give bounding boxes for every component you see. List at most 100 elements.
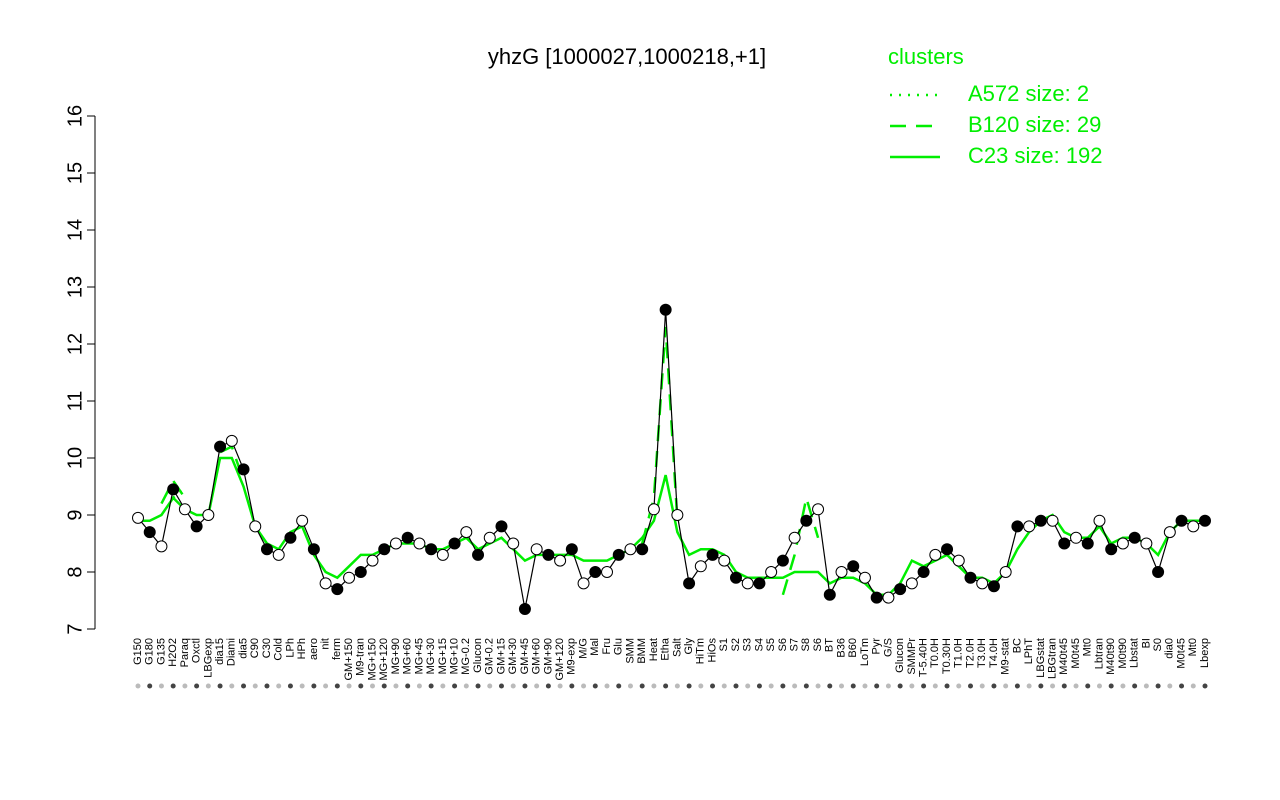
x-tick-label: Glucon (894, 638, 906, 673)
x-tick-label: LPhT (1023, 638, 1035, 665)
data-point (706, 548, 719, 561)
y-tick-label: 15 (64, 162, 86, 184)
category-dot (393, 683, 399, 689)
category-dot (792, 683, 798, 689)
category-dot (1120, 683, 1126, 689)
x-tick-label: Etha (660, 637, 672, 661)
data-point (260, 543, 273, 556)
category-dot (874, 683, 880, 689)
category-dot (686, 683, 692, 689)
category-dot (651, 683, 657, 689)
data-point (987, 580, 1000, 593)
data-point (518, 603, 531, 616)
category-dot (932, 683, 938, 689)
data-point (343, 571, 356, 584)
data-point (155, 540, 168, 553)
category-dot (147, 683, 153, 689)
category-dot (850, 683, 856, 689)
y-tick-label: 16 (64, 105, 86, 127)
data-point (694, 560, 707, 573)
category-dot (862, 683, 868, 689)
category-dot (217, 683, 223, 689)
data-point (647, 503, 660, 516)
data-point (729, 571, 742, 584)
y-tick-label: 14 (64, 219, 86, 241)
data-point (765, 566, 778, 578)
data-point (636, 543, 649, 556)
data-point (671, 509, 684, 521)
legend-label: B120 size: 29 (968, 112, 1101, 137)
x-tick-label: S7 (789, 638, 801, 651)
category-dot (487, 683, 493, 689)
category-dot (1167, 683, 1173, 689)
category-dot (510, 683, 516, 689)
data-point (1187, 520, 1200, 533)
x-tick-label: MG-0.2 (460, 638, 472, 675)
x-tick-label: Glu (613, 638, 625, 655)
x-tick-label: T3.0H (976, 638, 988, 668)
x-tick-label: Diami (226, 638, 238, 666)
x-tick-label: MG+45 (413, 638, 425, 674)
category-dot (534, 683, 540, 689)
data-point (800, 514, 813, 527)
category-dot (921, 683, 927, 689)
x-tick-label: Heat (648, 638, 660, 661)
data-point (436, 548, 449, 561)
category-dot (663, 683, 669, 689)
data-point (413, 537, 426, 550)
category-dot (1143, 683, 1149, 689)
x-tick-label: M0t45 (1175, 638, 1187, 669)
category-dot (827, 683, 833, 689)
x-tick-label: MG+10 (448, 638, 460, 674)
category-dot (756, 683, 762, 689)
x-tick-label: S0 (1152, 638, 1164, 651)
data-point (788, 531, 801, 544)
data-point (542, 548, 555, 561)
legend-title: clusters (888, 44, 964, 69)
category-dot (182, 683, 188, 689)
x-tick-label: T1.0H (953, 638, 965, 668)
data-point (272, 548, 285, 561)
data-point (601, 566, 614, 578)
x-tick-label: B36 (835, 638, 847, 658)
category-dot (287, 683, 293, 689)
legend-label: A572 size: 2 (968, 81, 1089, 106)
category-dot (205, 683, 211, 689)
data-point (718, 554, 731, 567)
x-tick-label: H2O2 (167, 638, 179, 667)
x-tick-label: T4.0H (988, 638, 1000, 668)
category-dot (416, 683, 422, 689)
data-point (178, 503, 191, 516)
x-tick-label: Oxctl (191, 638, 203, 663)
data-point (249, 520, 262, 533)
category-dot (440, 683, 446, 689)
category-dot (733, 683, 739, 689)
data-point (143, 526, 156, 539)
data-point (483, 531, 496, 544)
data-point (882, 591, 895, 604)
category-dot (498, 683, 504, 689)
category-dot (1038, 683, 1044, 689)
category-dot (299, 683, 305, 689)
data-point (132, 511, 144, 524)
data-point (894, 583, 907, 596)
category-dot (1026, 683, 1032, 689)
data-point (1175, 514, 1188, 527)
x-tick-label: HPh (296, 638, 308, 659)
y-tick-label: 9 (64, 509, 86, 520)
x-tick-label: BMM (636, 638, 648, 664)
x-tick-label: T2.0H (964, 638, 976, 668)
x-tick-label: MG+120 (378, 638, 390, 681)
category-dot (1132, 683, 1138, 689)
category-dot (323, 683, 329, 689)
x-tick-label: aero (308, 638, 320, 660)
x-tick-label: C30 (261, 638, 273, 658)
category-dot (1108, 683, 1114, 689)
data-point (307, 543, 320, 556)
category-dot (592, 683, 598, 689)
x-tick-label: MG+60 (402, 638, 414, 674)
data-point (870, 591, 883, 604)
data-point (366, 554, 379, 567)
x-tick-label: T-5.40H (917, 638, 929, 677)
data-point (823, 588, 836, 601)
